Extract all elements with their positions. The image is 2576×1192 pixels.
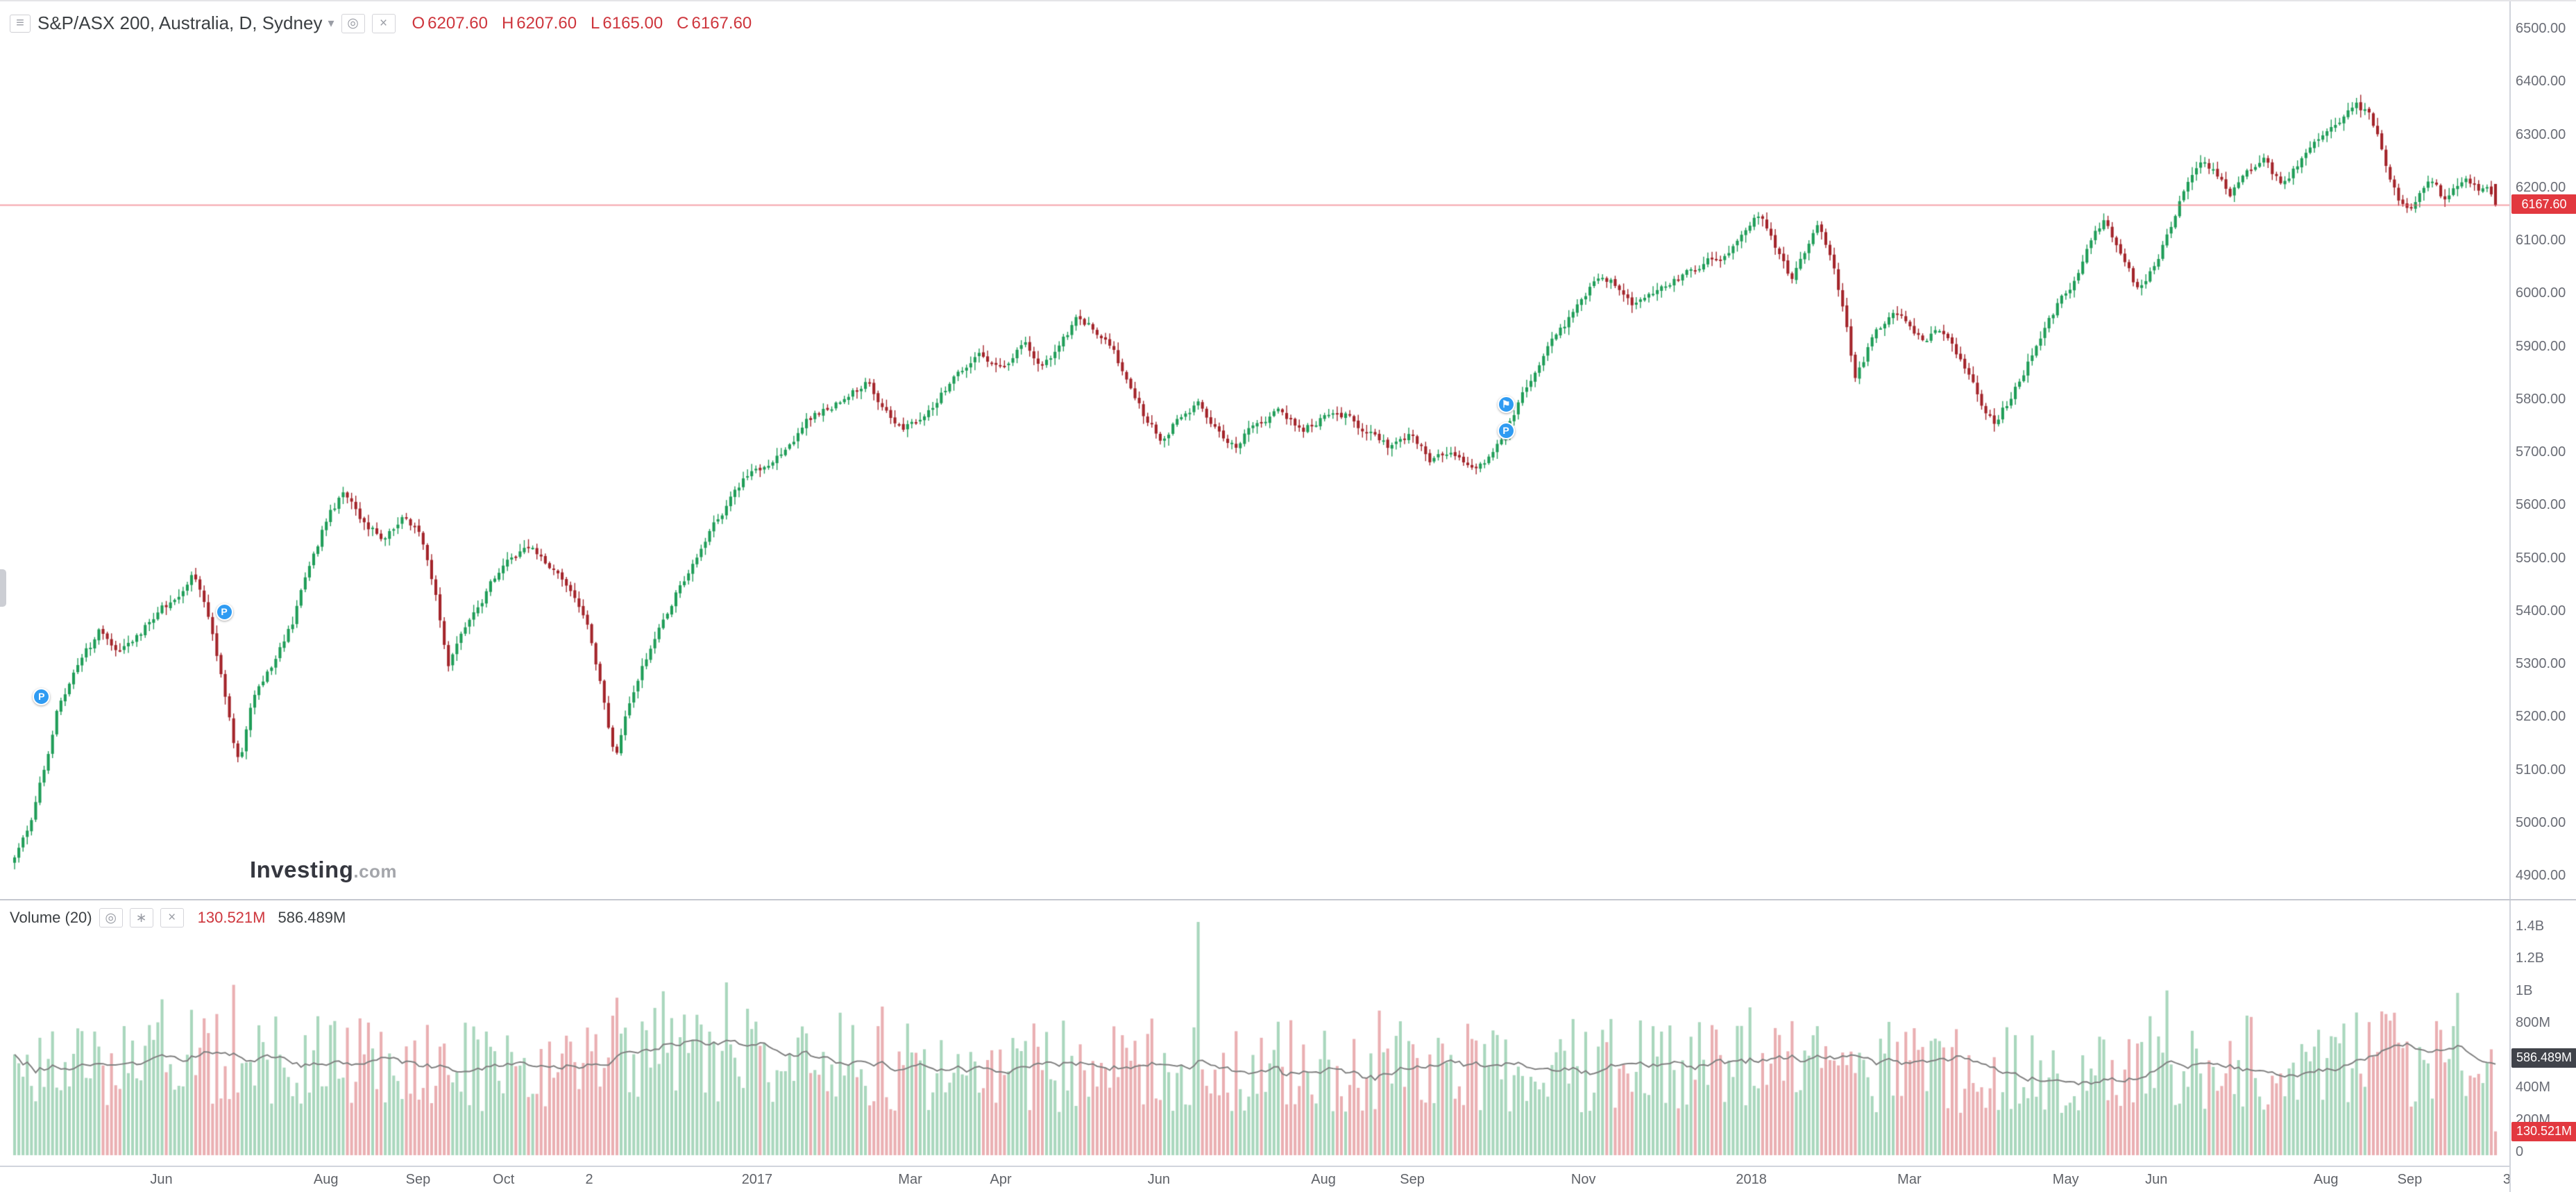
time-tick-label: Nov <box>1570 1172 1596 1187</box>
price-tick-label: 6000.00 <box>2516 285 2566 301</box>
high-label: H <box>501 13 514 33</box>
time-tick-label: May <box>2052 1172 2079 1187</box>
time-tick-label: Jun <box>1147 1172 1170 1187</box>
chart-menu-icon[interactable]: ≡ <box>10 14 31 33</box>
volume-indicator-label[interactable]: Volume (20) <box>10 909 92 926</box>
volume-legend: Volume (20) ◎ ∗ × 130.521M 586.489M <box>10 908 346 927</box>
low-value: 6165.00 <box>602 13 663 33</box>
time-tick-label: Jun <box>2145 1172 2168 1187</box>
price-tick-label: 6200.00 <box>2516 179 2566 195</box>
time-tick-label: Oct <box>493 1172 515 1187</box>
volume-tick-label: 400M <box>2516 1080 2551 1096</box>
time-tick-label: 3 <box>2502 1172 2511 1187</box>
time-tick-label: Sep <box>405 1172 431 1187</box>
volume-tick-label: 0 <box>2516 1144 2524 1159</box>
time-tick-label: Jun <box>150 1172 173 1187</box>
time-tick-label: 2018 <box>1736 1172 1767 1187</box>
eye-icon[interactable]: ◎ <box>99 908 123 927</box>
low-label: L <box>591 13 600 33</box>
volume-tick-label: 1B <box>2516 982 2533 998</box>
left-panel-handle[interactable] <box>0 569 6 607</box>
marker-layer: P P ⚑ P <box>0 1 2509 900</box>
settings-icon[interactable]: ∗ <box>129 908 153 927</box>
price-tick-label: 5900.00 <box>2516 338 2566 354</box>
open-label: O <box>412 13 425 33</box>
time-tick-label: Mar <box>1897 1172 1922 1187</box>
volume-tick-label: 800M <box>2516 1015 2551 1031</box>
price-axis[interactable]: 6500.00 6400.00 6300.00 6200.00 6100.00 6000.… <box>2509 1 2576 1192</box>
price-tick-label: 5100.00 <box>2516 762 2566 778</box>
symbol-title[interactable]: S&P/ASX 200, Australia, D, Sydney <box>37 12 323 33</box>
close-label: C <box>677 13 689 33</box>
time-tick-label: 2017 <box>741 1172 773 1187</box>
price-tick-label: 5000.00 <box>2516 814 2566 830</box>
watermark-tld: .com <box>353 861 398 882</box>
investing-watermark: Investing.com <box>250 857 397 883</box>
high-value: 6207.60 <box>516 13 577 33</box>
position-marker[interactable]: P <box>1497 421 1515 439</box>
position-marker[interactable]: P <box>33 687 51 705</box>
open-value: 6207.60 <box>427 13 488 33</box>
volume-tick-label: 1.2B <box>2516 950 2545 966</box>
watermark-name: Investing <box>250 857 354 882</box>
pane-separator[interactable] <box>0 899 2576 900</box>
position-marker[interactable]: ⚑ <box>1497 395 1515 413</box>
volume-current-value: 130.521M <box>197 909 266 926</box>
volume-ma-tag: 586.489M <box>2511 1048 2576 1068</box>
price-tick-label: 6400.00 <box>2516 74 2566 90</box>
volume-ma-value: 586.489M <box>278 909 346 926</box>
time-tick-label: Apr <box>990 1172 1012 1187</box>
time-tick-label: Aug <box>1311 1172 1336 1187</box>
time-tick-label: Sep <box>1400 1172 1425 1187</box>
close-value: 6167.60 <box>691 13 752 33</box>
price-tick-label: 6500.00 <box>2516 21 2566 36</box>
symbol-legend: ≡ S&P/ASX 200, Australia, D, Sydney ▾ ◎ … <box>10 12 765 34</box>
volume-tick-label: 1.4B <box>2516 918 2545 934</box>
price-tick-label: 5800.00 <box>2516 391 2566 407</box>
price-tick-label: 6300.00 <box>2516 126 2566 142</box>
price-tick-label: 5600.00 <box>2516 497 2566 513</box>
price-tick-label: 4900.00 <box>2516 868 2566 883</box>
position-marker[interactable]: P <box>215 603 233 621</box>
price-tick-label: 5400.00 <box>2516 603 2566 619</box>
price-tick-label: 5500.00 <box>2516 550 2566 566</box>
price-tick-label: 5200.00 <box>2516 709 2566 725</box>
close-icon[interactable]: × <box>160 908 184 927</box>
price-chart-canvas[interactable] <box>0 1 2509 1166</box>
time-tick-label: Sep <box>2397 1172 2423 1187</box>
price-tick-label: 5700.00 <box>2516 444 2566 460</box>
price-tick-label: 5300.00 <box>2516 656 2566 671</box>
price-tick-label: 6100.00 <box>2516 233 2566 248</box>
time-axis[interactable]: Jun Aug Sep Oct 2 2017 Mar Apr Jun Aug Sep Nov 2018 M… <box>0 1166 2576 1192</box>
time-tick-label: Aug <box>2313 1172 2339 1187</box>
caret-down-icon[interactable]: ▾ <box>328 16 334 30</box>
time-tick-label: Aug <box>313 1172 339 1187</box>
ohlc-readout: O 6207.60 H 6207.60 L 6165.00 C 6167.60 <box>412 14 766 33</box>
volume-current-tag: 130.521M <box>2511 1121 2576 1141</box>
time-tick-label: Mar <box>898 1172 922 1187</box>
time-tick-label: 2 <box>585 1172 593 1187</box>
last-price-tag: 6167.60 <box>2511 194 2576 215</box>
snapshot-icon[interactable]: ◎ <box>341 13 365 33</box>
close-icon[interactable]: × <box>371 13 396 33</box>
